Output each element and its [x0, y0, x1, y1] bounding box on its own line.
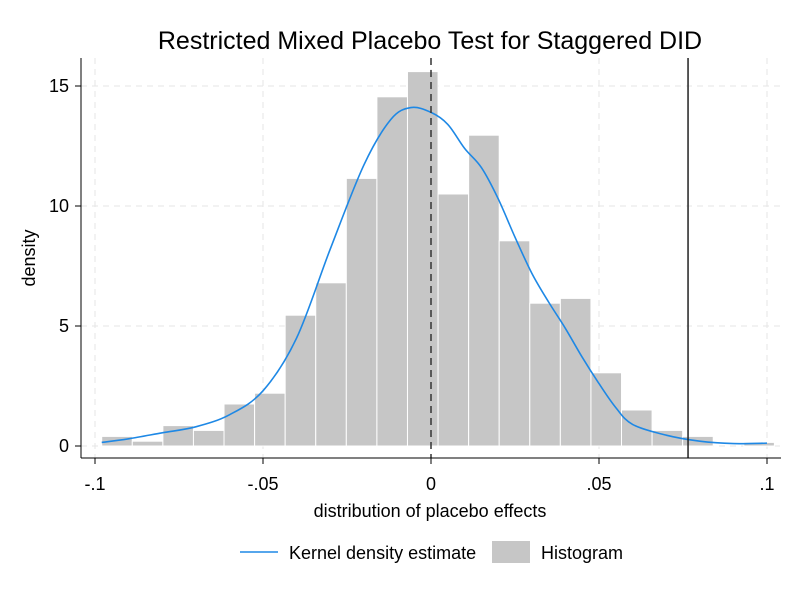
histogram-bar-5	[254, 392, 286, 447]
histogram-bar-11	[437, 193, 470, 447]
chart-legend: Kernel density estimate Histogram	[240, 541, 623, 563]
legend-histogram-swatch	[492, 541, 530, 563]
x-tick-label-2: 0	[426, 474, 436, 494]
reference-lines	[430, 58, 689, 458]
x-tick-label-3: .05	[586, 474, 611, 494]
y-tick-label-3: 15	[49, 76, 69, 96]
histogram-bar-12	[468, 134, 500, 447]
y-tick-label-2: 10	[49, 196, 69, 216]
histogram-bar-1	[131, 440, 164, 447]
histogram-bar-7	[315, 282, 347, 447]
y-tick-label-0: 0	[59, 436, 69, 456]
histogram-bar-10	[406, 71, 439, 447]
kde-layer	[101, 106, 768, 445]
histogram-bar-13	[498, 240, 531, 447]
x-tick-label-1: -.05	[247, 474, 278, 494]
x-tick-label-0: -.1	[84, 474, 105, 494]
x-tick-label-4: .1	[759, 474, 774, 494]
histogram-bar-15	[559, 297, 592, 447]
legend-kde-label: Kernel density estimate	[289, 543, 476, 563]
y-tick-label-1: 5	[59, 316, 69, 336]
histogram-bars	[101, 71, 775, 447]
y-axis-label: density	[19, 229, 39, 286]
histogram-bar-3	[192, 429, 225, 447]
x-axis-label: distribution of placebo effects	[314, 501, 547, 521]
kde-curve	[101, 106, 768, 445]
histogram-bar-6	[284, 314, 317, 447]
histogram-bar-14	[529, 302, 561, 447]
histogram-bar-17	[621, 409, 653, 447]
tick-labels: -.1 -.05 0 .05 .1 0 5 10 15	[49, 76, 775, 494]
chart-title: Restricted Mixed Placebo Test for Stagge…	[158, 27, 702, 55]
histogram-bar-8	[345, 177, 378, 447]
legend-histogram-label: Histogram	[541, 543, 623, 563]
histogram-bar-4	[223, 403, 256, 447]
histogram-bar-9	[376, 96, 408, 447]
